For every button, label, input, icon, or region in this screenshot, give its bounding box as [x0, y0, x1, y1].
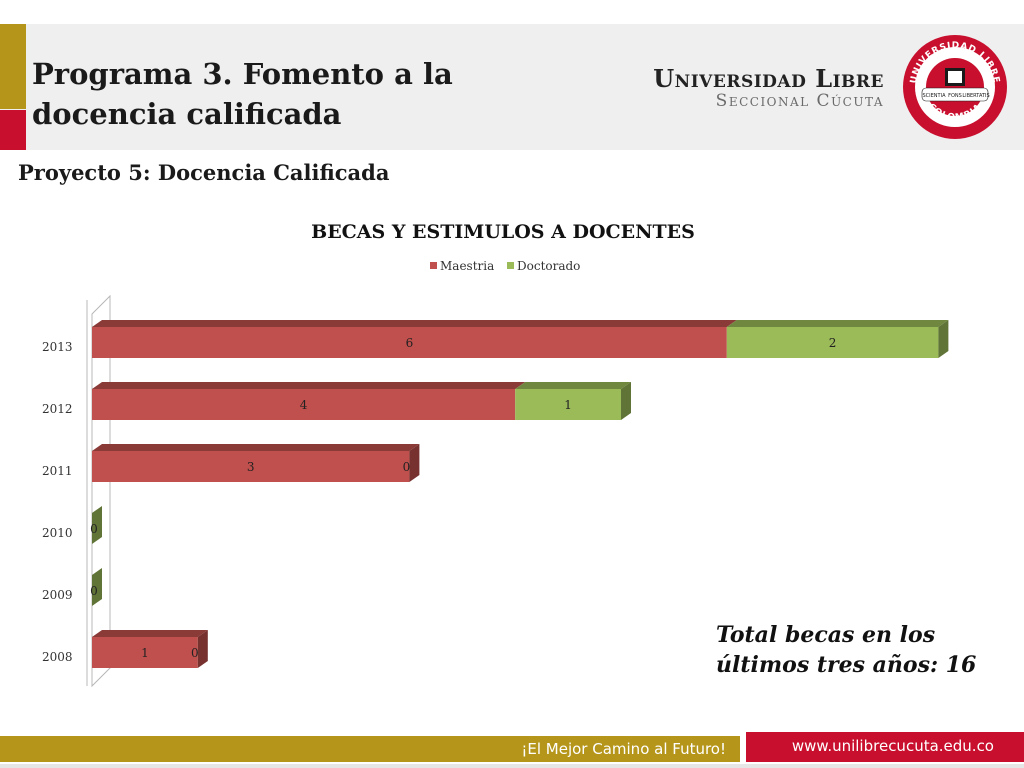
bar-side-2011	[409, 444, 420, 482]
bar-maestria-2008	[92, 630, 208, 668]
chart-data-labels: 6 2 4 1 3 0 0 0 1 0	[90, 336, 836, 660]
chart-tick-labels: 2013 2012 2011 2010 2009 2008	[42, 340, 73, 664]
slide-title: Programa 3. Fomento a la docencia califi…	[32, 57, 453, 131]
data-label-maestria-2008: 1	[141, 646, 149, 660]
legend-swatch-doctorado	[507, 262, 514, 269]
logo-name: Universidad Libre	[653, 64, 884, 93]
footer-band-red	[746, 732, 1024, 762]
footer-url[interactable]: www.unilibrecucuta.edu.co	[791, 737, 994, 755]
data-label-doctorado-2012: 1	[564, 398, 572, 412]
data-label-doctorado-2013: 2	[829, 336, 837, 350]
legend-swatch-maestria	[430, 262, 437, 269]
tick-label-2013: 2013	[42, 340, 73, 354]
bar-doctorado-2013	[726, 320, 949, 358]
bar-maestria-2011	[92, 444, 420, 482]
legend-label-maestria: Maestria	[440, 259, 494, 273]
seal-right-text: LIBERTATIS	[962, 93, 989, 99]
footer-band-olive	[0, 736, 740, 762]
logo-campus: Seccional Cúcuta	[715, 91, 884, 111]
chart-legend: Maestria Doctorado	[430, 259, 580, 273]
header-band	[0, 24, 1024, 150]
seal-left-text: SCIENTIA	[923, 93, 947, 99]
tick-label-2010: 2010	[42, 526, 73, 540]
tick-label-2009: 2009	[42, 588, 73, 602]
bar-maestria-2013	[92, 320, 737, 358]
data-label-maestria-2012: 4	[300, 398, 308, 412]
scholarship-chart: BECAS Y ESTIMULOS A DOCENTES Maestria Doc…	[42, 221, 949, 688]
tick-label-2011: 2011	[42, 464, 73, 478]
bar-side-2008	[197, 630, 208, 668]
university-logo-text: Universidad Libre Seccional Cúcuta	[612, 64, 884, 111]
chart-title: BECAS Y ESTIMULOS A DOCENTES	[311, 221, 695, 243]
accent-bar-olive	[0, 24, 26, 109]
project-subtitle: Proyecto 5: Docencia Calificada	[18, 160, 390, 185]
seal-middle-text: FONS	[948, 93, 962, 99]
data-label-doctorado-2011: 0	[403, 460, 411, 474]
tick-label-2012: 2012	[42, 402, 73, 416]
accent-bar-red	[0, 110, 26, 150]
bar-side-2012	[621, 382, 631, 420]
data-label-doctorado-2008: 0	[191, 646, 199, 660]
data-label-doctorado-2009: 0	[90, 584, 98, 598]
total-scholarships-note: Total becas en los últimos tres años: 16	[716, 622, 977, 678]
university-seal-icon: UNIVERSIDAD LIBRE COLOMBIA SCIENTIA FONS…	[903, 35, 1007, 139]
bar-side-2009	[92, 568, 102, 606]
data-label-maestria-2011: 3	[247, 460, 255, 474]
footer-motto: ¡El Mejor Camino al Futuro!	[521, 740, 726, 758]
data-label-maestria-2013: 6	[406, 336, 414, 350]
bar-maestria-2012	[92, 382, 526, 420]
footer-line	[0, 764, 1024, 768]
data-label-doctorado-2010: 0	[90, 522, 98, 536]
bar-side-2013	[938, 320, 949, 358]
chart-bars	[92, 320, 949, 668]
bar-side-2010	[92, 506, 102, 544]
bar-doctorado-2012	[515, 382, 631, 420]
legend-label-doctorado: Doctorado	[517, 259, 580, 273]
tick-label-2008: 2008	[42, 650, 73, 664]
